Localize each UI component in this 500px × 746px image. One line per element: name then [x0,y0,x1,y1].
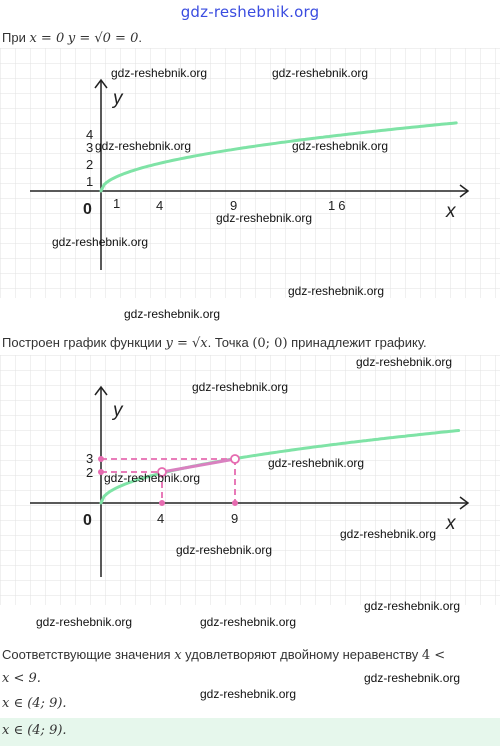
watermark: gdz-reshebnik.org [364,671,461,685]
y-axis-arrow [94,78,108,89]
x-tick-label: 16 [328,198,348,213]
x-axis-arrow [459,496,470,510]
y-tick-label: 3 [86,451,93,466]
watermark: gdz-reshebnik.org [340,527,437,541]
y-axis-label: y [111,88,124,109]
answer-highlight [0,718,500,746]
grid-background [0,355,500,605]
x-tick-label: 9 [231,511,238,526]
watermark: gdz-reshebnik.org [272,66,369,80]
watermark: gdz-reshebnik.org [288,284,385,298]
open-point-4-2 [157,467,167,477]
intro-line: При x = 0 y = √0 = 0. [2,30,142,46]
sqrt-curve [99,121,458,193]
conclusion-line-2: x < 9. [2,671,41,686]
watermark: gdz-reshebnik.org [124,307,221,321]
watermark: gdz-reshebnik.org [292,139,389,153]
watermark: gdz-reshebnik.org [52,235,149,249]
dot-x4 [159,500,165,506]
open-point-9-3 [230,454,240,464]
watermark: gdz-reshebnik.org [200,687,297,701]
x-tick-label: 9 [230,198,237,213]
watermark: gdz-reshebnik.org [95,139,192,153]
x-tick-label: 1 [113,196,120,211]
origin-label: 0 [83,512,92,529]
watermark: gdz-reshebnik.org [216,211,313,225]
y-tick-label: 2 [86,465,93,480]
y-tick-label: 4 [86,127,93,142]
watermark: gdz-reshebnik.org [364,599,461,613]
watermark: gdz-reshebnik.org [176,543,273,557]
watermark: gdz-reshebnik.org [111,66,208,80]
x-tick-label: 4 [157,511,164,526]
y-axis-arrow [94,385,108,396]
y-tick-label: 3 [86,140,93,155]
conclusion-line-3: x ∈ (4; 9). [2,696,67,711]
watermark: gdz-reshebnik.org [268,456,365,470]
watermark: gdz-reshebnik.org [192,380,289,394]
conclusion-line-1: Соответствующие значения x удовлетворяют… [2,647,446,663]
dot-y3 [98,456,104,462]
y-tick-label: 1 [86,174,93,189]
watermark: gdz-reshebnik.org [200,615,297,629]
grid-background [0,48,500,298]
watermark: gdz-reshebnik.org [356,355,453,369]
graph-sqrt-highlighted: y x 0 3 2 4 9 [0,355,500,605]
highlighted-segment [161,457,236,474]
y-tick-label: 2 [86,157,93,172]
x-axis-label: x [445,513,457,534]
watermark: gdz-reshebnik.org [104,471,201,485]
x-axis-label: x [445,201,457,222]
x-tick-label: 4 [156,198,163,213]
answer-line: x ∈ (4; 9). [2,723,67,738]
dot-y2 [98,469,104,475]
x-axis-arrow [459,184,470,198]
origin-label: 0 [83,201,92,218]
dot-x9 [232,500,238,506]
watermark: gdz-reshebnik.org [36,615,133,629]
caption-line: Построен график функции y = √x. Точка (0… [2,335,427,351]
site-header[interactable]: gdz-reshebnik.org [180,3,320,21]
graph-sqrt-full: y x 0 4 3 2 1 1 4 9 16 [0,48,500,298]
y-axis-label: y [111,400,124,421]
